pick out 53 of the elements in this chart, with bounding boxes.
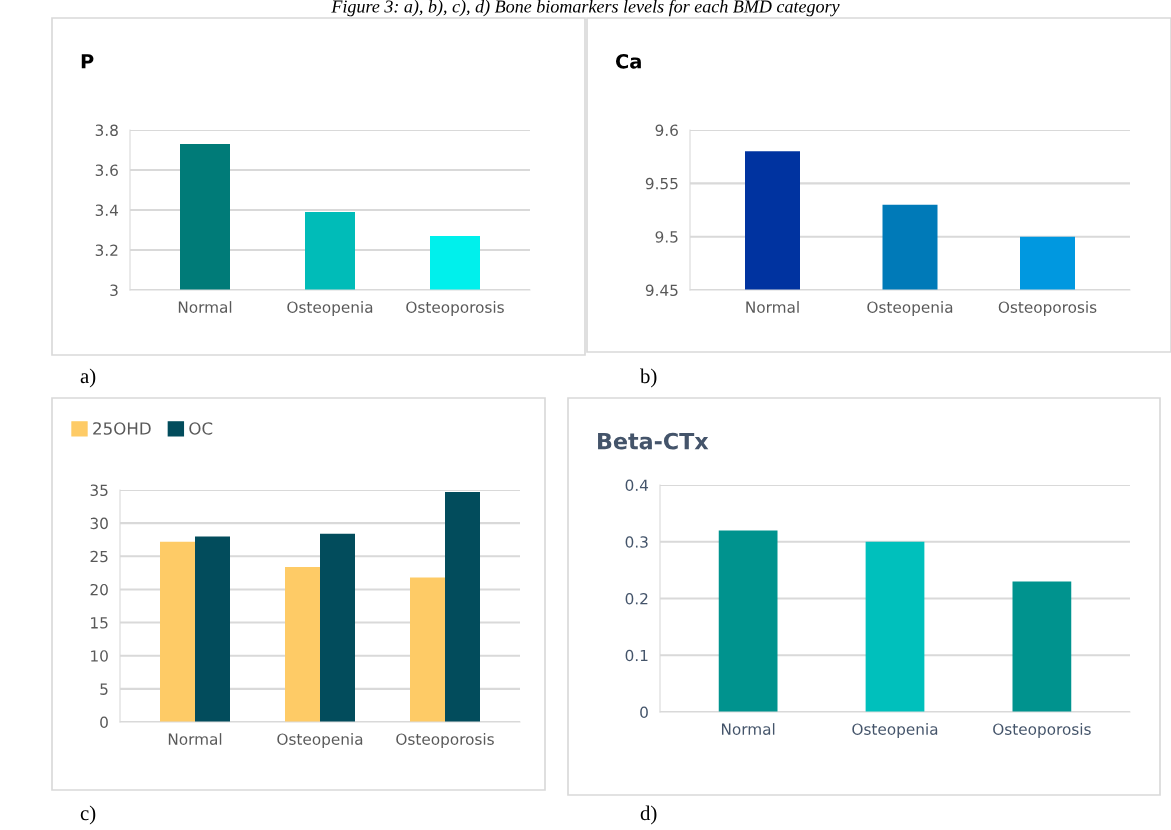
bar (195, 536, 230, 722)
chart-title: Ca (615, 53, 641, 69)
caption: Figure 3: a), b), c), d) Bone biomarkers levels for each BMD category (331, 0, 840, 17)
y-tick-label: 3.2 (95, 244, 118, 257)
bar (320, 533, 355, 722)
x-tick-label: Normal (168, 733, 222, 745)
chart-title: Beta-CTx (598, 432, 709, 450)
y-tick-label: 9.5 (655, 231, 678, 243)
x-tick-label: Osteopenia (287, 301, 373, 316)
x-tick-label: Osteopenia (277, 733, 363, 748)
y-tick-label: 35 (90, 484, 108, 497)
x-tick-label: Osteoporosis (993, 723, 1091, 738)
bar (718, 530, 778, 712)
y-tick-label: 10 (91, 650, 108, 662)
chart-title: P (81, 54, 94, 69)
y-tick-label: 25 (90, 550, 108, 563)
y-tick-label: 30 (90, 517, 108, 530)
legend-label: OC (189, 422, 213, 435)
text: c) (80, 805, 96, 825)
x-tick-label: Osteoporosis (406, 301, 504, 316)
bar (445, 491, 480, 722)
y-tick-label: 3 (110, 284, 118, 297)
y-tick-label: 3.6 (95, 164, 118, 177)
y-tick-label: 20 (90, 583, 108, 596)
y-tick-label: 0.2 (625, 592, 648, 605)
x-tick-label: Osteopenia (852, 723, 938, 738)
y-tick-label: 3.4 (95, 204, 119, 217)
bar (160, 541, 195, 722)
y-tick-label: 15 (91, 617, 108, 629)
text: b) (640, 368, 657, 388)
y-tick-label: 0.3 (625, 536, 648, 548)
y-tick-label: 0.4 (625, 479, 649, 492)
x-tick-label: Osteoporosis (396, 733, 494, 748)
bar (865, 541, 925, 712)
x-tick-label: Normal (721, 723, 775, 735)
y-tick-label: 9.45 (645, 284, 678, 297)
y-tick-label: 0 (640, 706, 648, 719)
bar (1012, 581, 1072, 712)
legend-label: 25OHD (93, 422, 151, 435)
x-tick-label: Normal (178, 301, 232, 313)
y-tick-label: 9.6 (655, 124, 678, 137)
y-tick-label: 3.8 (95, 124, 118, 137)
text: a) (80, 368, 96, 388)
y-tick-label: 9.55 (645, 177, 678, 190)
bar (285, 566, 320, 722)
x-tick-label: Osteopenia (867, 301, 953, 316)
x-tick-label: Osteoporosis (998, 301, 1097, 316)
bar (410, 577, 445, 722)
y-tick-label: 5 (100, 683, 108, 695)
y-tick-label: 0.1 (625, 649, 648, 662)
y-tick-label: 0 (100, 716, 108, 729)
text: d) (640, 805, 657, 825)
x-tick-label: Normal (746, 301, 799, 313)
